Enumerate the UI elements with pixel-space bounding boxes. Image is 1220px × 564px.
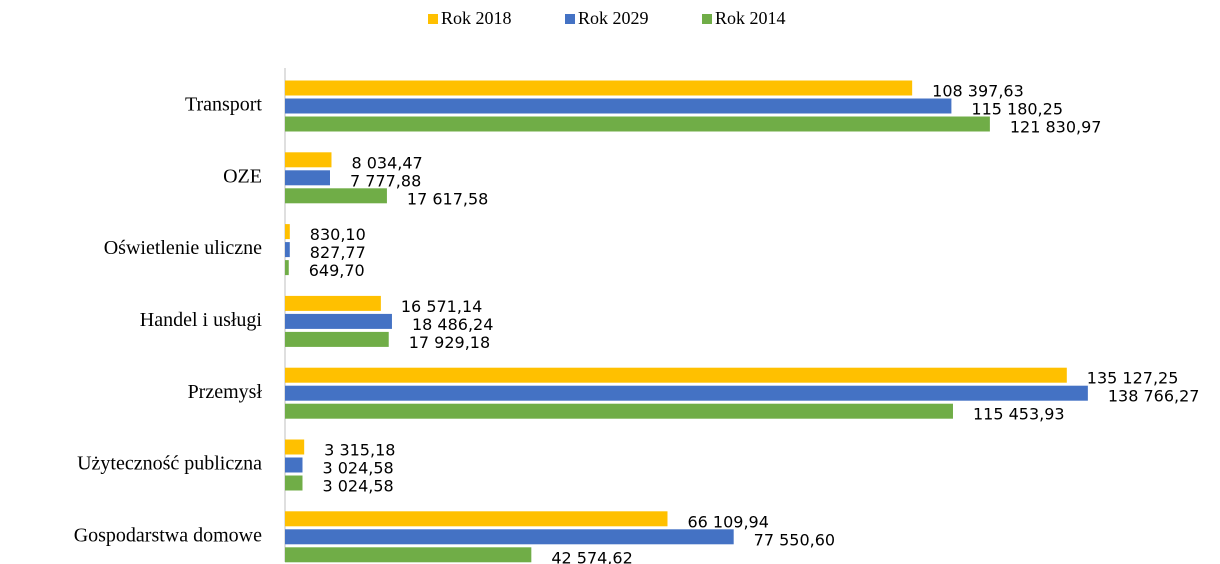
category-label: Użyteczność publiczna [77, 453, 262, 475]
category-label: Przemysł [188, 381, 263, 403]
bar [285, 188, 387, 204]
bar [285, 511, 668, 527]
value-label: 18 486,24 [412, 315, 493, 334]
category-label: Handel i usługi [140, 309, 263, 331]
legend-label: Rok 2014 [715, 8, 786, 28]
value-label: 108 397,63 [932, 82, 1024, 101]
value-label: 77 550,60 [754, 530, 835, 549]
value-label: 830,10 [310, 225, 366, 244]
bar [285, 367, 1067, 383]
bar [285, 260, 289, 276]
legend-swatch [702, 14, 712, 24]
value-label: 66 109,94 [687, 512, 768, 531]
bar [285, 295, 381, 311]
value-label: 16 571,14 [401, 297, 482, 316]
bar [285, 313, 392, 329]
value-label: 8 034,47 [351, 153, 422, 172]
bar [285, 475, 303, 491]
category-label: Gospodarstwa domowe [74, 524, 262, 546]
category-label: Oświetlenie uliczne [104, 237, 262, 259]
legend-swatch [565, 14, 575, 24]
legend-swatch [428, 14, 438, 24]
value-label: 17 929,18 [409, 333, 490, 352]
value-label: 42 574,62 [551, 548, 632, 564]
category-label: OZE [223, 165, 262, 187]
value-label: 121 830,97 [1010, 118, 1102, 137]
legend-label: Rok 2018 [441, 8, 512, 28]
value-label: 135 127,25 [1087, 369, 1179, 388]
bar [285, 403, 953, 419]
value-label: 7 777,88 [350, 171, 421, 190]
bar [285, 547, 532, 563]
bar [285, 439, 305, 455]
legend-label: Rok 2029 [578, 8, 649, 28]
bar [285, 152, 332, 168]
category-label: Transport [185, 94, 262, 116]
bar [285, 385, 1088, 401]
bar [285, 529, 734, 545]
value-label: 115 180,25 [971, 100, 1063, 119]
bar [285, 457, 303, 473]
bar [285, 116, 990, 132]
value-label: 3 024,58 [322, 459, 393, 478]
bar [285, 331, 389, 347]
bar [285, 170, 331, 186]
bar [285, 80, 913, 96]
value-label: 827,77 [310, 243, 366, 262]
value-label: 3 315,18 [324, 441, 395, 460]
bar [285, 224, 290, 240]
value-label: 17 617,58 [407, 189, 488, 208]
value-label: 138 766,27 [1108, 387, 1200, 406]
bar [285, 98, 952, 114]
value-label: 3 024,58 [322, 477, 393, 496]
value-label: 115 453,93 [973, 405, 1065, 424]
bar [285, 242, 290, 258]
value-label: 649,70 [309, 261, 365, 280]
